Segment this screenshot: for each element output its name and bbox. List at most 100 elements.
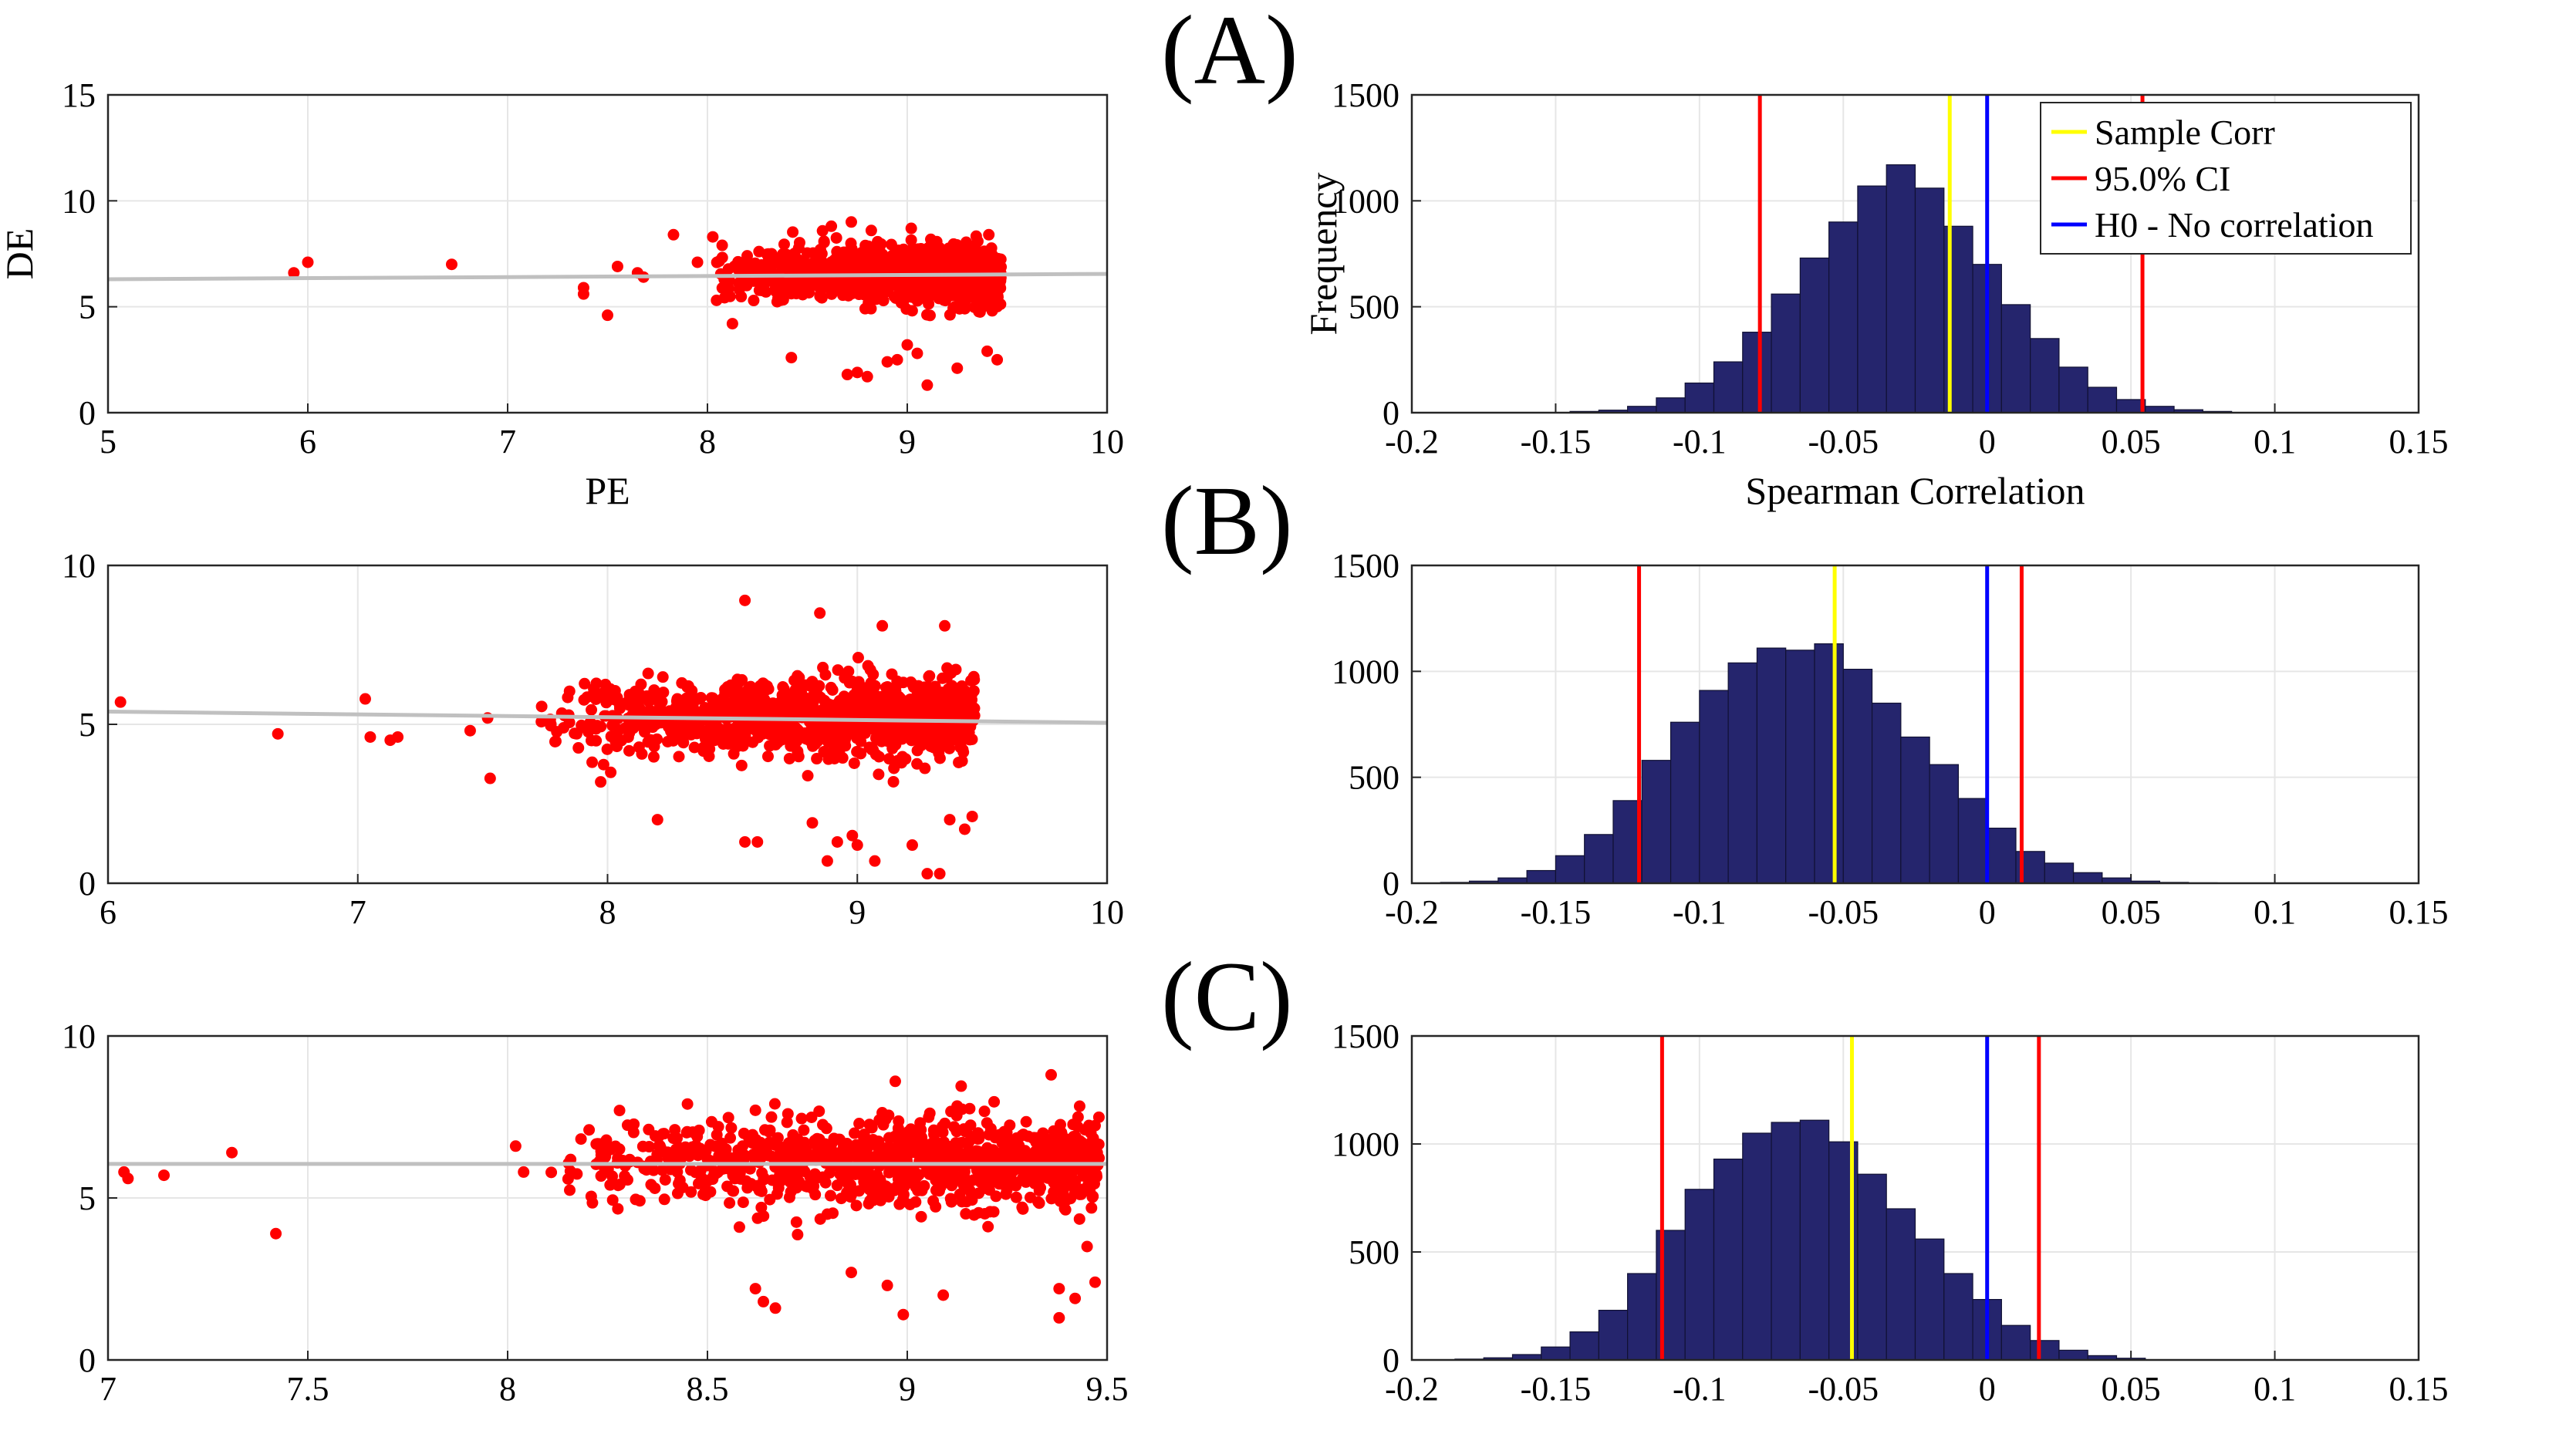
scatter-point bbox=[937, 1126, 949, 1139]
scatter-point bbox=[923, 1111, 935, 1123]
scatter-point bbox=[840, 264, 852, 276]
scatter-point bbox=[925, 741, 937, 753]
scatter-point bbox=[822, 264, 834, 276]
scatter-point bbox=[589, 688, 601, 700]
scatter-point bbox=[484, 772, 496, 784]
histogram-bar bbox=[1828, 221, 1859, 413]
scatter-point bbox=[861, 370, 873, 383]
x-tick-label: 0.1 bbox=[2254, 423, 2296, 461]
y-tick-label: 10 bbox=[62, 182, 96, 220]
histogram-bar bbox=[1541, 1346, 1571, 1361]
scatter-point bbox=[771, 1150, 784, 1162]
scatter-point bbox=[978, 1105, 991, 1118]
legend-h0-label: H0 - No correlation bbox=[2095, 205, 2374, 245]
scatter-point bbox=[845, 216, 857, 228]
y-tick-label: 1000 bbox=[1332, 182, 1399, 220]
scatter-point bbox=[575, 1133, 587, 1146]
y-tick-label: 0 bbox=[1383, 394, 1399, 432]
scatter-point bbox=[785, 251, 797, 264]
scatter-point bbox=[832, 664, 844, 677]
scatter-point bbox=[850, 1199, 863, 1212]
scatter-point bbox=[890, 292, 902, 304]
scatter-point bbox=[648, 684, 660, 697]
x-tick-label: -0.1 bbox=[1673, 893, 1727, 931]
y-tick-label: 5 bbox=[79, 1179, 96, 1217]
scatter-point bbox=[601, 743, 613, 755]
scatter-point bbox=[725, 700, 738, 713]
scatter-point bbox=[670, 695, 683, 707]
scatter-point bbox=[858, 1129, 870, 1141]
scatter-point bbox=[563, 685, 576, 697]
scatter-point bbox=[821, 1208, 833, 1220]
scatter-point bbox=[643, 1123, 655, 1135]
scatter-point bbox=[693, 1124, 705, 1136]
scatter-point bbox=[707, 231, 719, 243]
scatter-point bbox=[930, 698, 943, 710]
histogram-bar bbox=[2058, 366, 2088, 413]
scatter-point bbox=[606, 719, 619, 731]
scatter-point bbox=[942, 727, 954, 740]
scatter-point bbox=[933, 1144, 945, 1156]
scatter-point bbox=[679, 1141, 691, 1153]
scatter-point bbox=[930, 1184, 942, 1196]
scatter-point bbox=[633, 1195, 646, 1207]
scatter-point bbox=[921, 379, 934, 391]
scatter-point bbox=[739, 835, 751, 848]
scatter-point bbox=[841, 369, 853, 381]
chart-1: -0.2 -0.15 -0.1 -0.05 0 0.05 0.1 0.15 0 500 1000 15… bbox=[1302, 76, 2449, 512]
scatter-point bbox=[731, 741, 743, 753]
x-tick-label: 0.05 bbox=[2102, 423, 2161, 461]
histogram-bar bbox=[1857, 1173, 1887, 1361]
x-tick-label: -0.05 bbox=[1808, 1370, 1879, 1408]
scatter-point bbox=[665, 725, 677, 737]
scatter-point bbox=[843, 677, 856, 689]
x-tick-label: -0.05 bbox=[1808, 893, 1879, 931]
scatter-point bbox=[875, 238, 887, 250]
scatter-point bbox=[830, 231, 842, 244]
scatter-point bbox=[818, 746, 830, 758]
scatter-point bbox=[913, 275, 926, 287]
panel-label-a: (A) bbox=[1161, 0, 1298, 105]
histogram-bar bbox=[2030, 1340, 2060, 1361]
scatter-point bbox=[809, 705, 821, 717]
scatter-point bbox=[806, 817, 819, 829]
histogram-bar bbox=[1526, 869, 1557, 884]
scatter-point bbox=[1067, 1131, 1079, 1143]
scatter-point bbox=[1078, 1186, 1090, 1198]
scatter-point bbox=[737, 1196, 749, 1209]
scatter-point bbox=[781, 1116, 793, 1129]
scatter-point bbox=[939, 619, 951, 632]
histogram-bar bbox=[1742, 1132, 1772, 1361]
scatter-point bbox=[751, 835, 764, 848]
scatter-point bbox=[1020, 1115, 1032, 1128]
scatter-point bbox=[688, 741, 701, 754]
scatter-point bbox=[934, 752, 946, 764]
scatter-point bbox=[1027, 1150, 1039, 1162]
scatter-point bbox=[848, 757, 860, 769]
scatter-point bbox=[951, 362, 964, 374]
scatter-point bbox=[783, 752, 795, 764]
y-tick-label: 500 bbox=[1349, 288, 1399, 326]
x-tick-label: 8 bbox=[599, 893, 616, 931]
y-axis-label: Frequency bbox=[1302, 172, 1345, 335]
trend-line bbox=[107, 272, 1108, 282]
x-tick-label: 8.5 bbox=[687, 1370, 729, 1408]
scatter-point bbox=[1072, 1111, 1084, 1123]
legend-sample-corr-label: Sample Corr bbox=[2095, 113, 2275, 152]
scatter-point bbox=[1083, 1119, 1096, 1132]
scatter-point bbox=[977, 1163, 990, 1176]
scatter-point bbox=[825, 1189, 837, 1202]
x-tick-label: 9.5 bbox=[1086, 1370, 1129, 1408]
scatter-point bbox=[865, 258, 877, 270]
scatter-point bbox=[892, 251, 904, 264]
scatter-point bbox=[732, 1152, 744, 1165]
scatter-point bbox=[863, 295, 876, 308]
scatter-point bbox=[697, 745, 710, 757]
scatter-point bbox=[722, 263, 734, 275]
x-tick-label: 0.1 bbox=[2254, 1370, 2296, 1408]
scatter-point bbox=[739, 594, 751, 606]
y-tick-label: 500 bbox=[1349, 1233, 1399, 1271]
scatter-point bbox=[897, 1189, 910, 1201]
histogram-bar bbox=[1699, 690, 1729, 884]
